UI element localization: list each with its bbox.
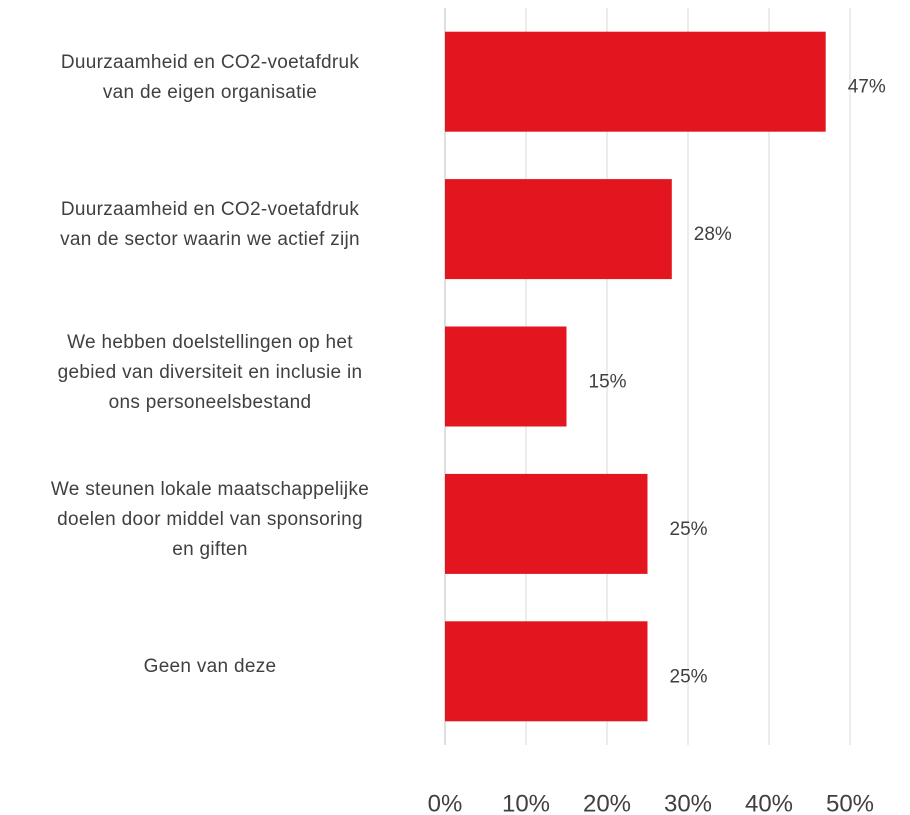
value-label: 47% bbox=[848, 77, 886, 98]
bar bbox=[445, 326, 567, 427]
x-tick-label: 0% bbox=[428, 790, 463, 815]
value-label: 28% bbox=[694, 224, 732, 245]
bar bbox=[445, 621, 648, 722]
category-label: We steunen lokale maatschappelijke doele… bbox=[50, 478, 370, 560]
category-label: Duurzaamheid en CO2-voetafdruk van de se… bbox=[60, 199, 360, 251]
x-tick-label: 20% bbox=[583, 790, 631, 815]
bar bbox=[445, 31, 826, 132]
value-label: 25% bbox=[670, 666, 708, 687]
bar bbox=[445, 179, 672, 280]
value-label: 15% bbox=[589, 372, 627, 393]
category-label: Geen van deze bbox=[143, 656, 277, 678]
category-label: We hebben doelstellingen op het gebied v… bbox=[57, 331, 363, 413]
bar bbox=[445, 473, 648, 574]
x-tick-label: 30% bbox=[664, 790, 712, 815]
x-tick-label: 10% bbox=[502, 790, 550, 815]
x-tick-label: 40% bbox=[745, 790, 793, 815]
value-label: 25% bbox=[670, 519, 708, 540]
x-tick-label: 50% bbox=[826, 790, 874, 815]
category-label: Duurzaamheid en CO2-voetafdruk van de ei… bbox=[60, 51, 360, 103]
